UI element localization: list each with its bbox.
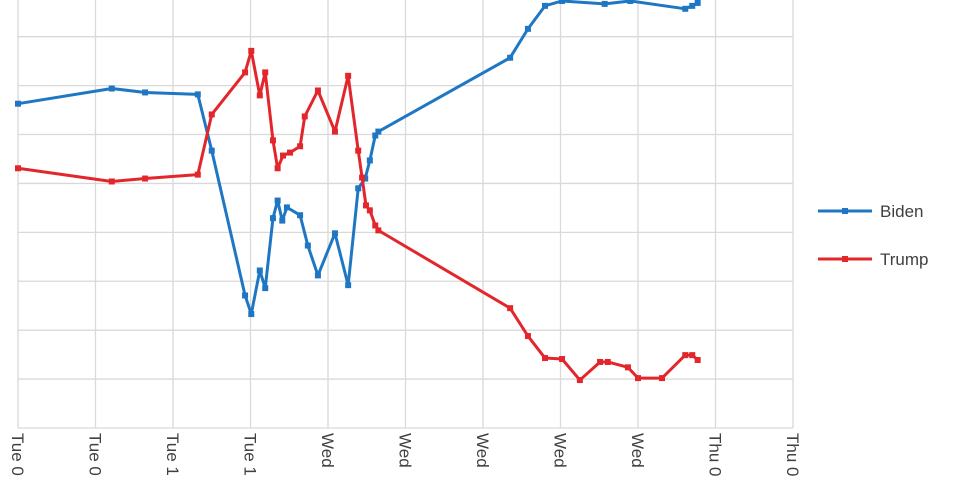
point-marker	[262, 69, 269, 76]
x-tick-label: Tue 1	[163, 433, 182, 476]
point-marker	[366, 207, 373, 214]
point-marker	[248, 311, 255, 318]
point-marker	[208, 147, 215, 154]
point-marker	[274, 165, 281, 172]
point-marker	[269, 137, 276, 144]
point-marker	[559, 0, 566, 4]
point-marker	[375, 227, 382, 234]
x-tick-label: Wed	[318, 433, 337, 468]
point-marker	[331, 230, 338, 237]
point-marker	[297, 143, 304, 150]
point-marker	[355, 185, 362, 192]
point-marker	[331, 128, 338, 135]
x-tick-label: Thu 0	[783, 433, 802, 476]
legend-marker	[842, 208, 848, 214]
point-marker	[366, 157, 373, 164]
point-marker	[524, 25, 531, 32]
point-marker	[362, 175, 369, 182]
legend-label: Trump	[880, 250, 929, 269]
point-marker	[359, 174, 366, 181]
x-tick-label: Wed	[551, 433, 570, 468]
point-marker	[314, 87, 321, 94]
point-marker	[108, 85, 115, 92]
point-marker	[287, 149, 294, 156]
point-marker	[208, 111, 215, 118]
legend-marker	[842, 256, 848, 262]
point-marker	[694, 0, 701, 6]
point-marker	[283, 204, 290, 211]
point-marker	[542, 2, 548, 9]
point-marker	[256, 92, 263, 99]
x-tick-label: Wed	[628, 433, 647, 468]
point-marker	[314, 272, 321, 279]
point-marker	[355, 147, 362, 154]
point-marker	[256, 267, 263, 274]
point-marker	[694, 357, 701, 364]
legend-label: Biden	[880, 202, 923, 221]
x-tick-label: Thu 0	[706, 433, 725, 476]
point-marker	[362, 202, 369, 209]
point-marker	[280, 152, 287, 159]
point-marker	[142, 89, 149, 96]
point-marker	[682, 5, 689, 12]
point-marker	[297, 212, 304, 219]
point-marker	[15, 165, 21, 172]
point-marker	[194, 171, 201, 178]
point-marker	[301, 113, 308, 120]
point-marker	[559, 356, 566, 363]
point-marker	[372, 222, 379, 229]
point-marker	[242, 69, 249, 76]
point-marker	[274, 197, 281, 204]
point-marker	[635, 375, 641, 382]
point-marker	[142, 175, 149, 182]
point-marker	[248, 47, 255, 54]
point-marker	[108, 178, 115, 185]
point-marker	[345, 282, 352, 289]
point-marker	[689, 2, 696, 9]
point-marker	[576, 377, 583, 384]
point-marker	[372, 132, 379, 139]
point-marker	[269, 215, 276, 222]
point-marker	[507, 305, 514, 312]
point-marker	[627, 0, 634, 4]
point-marker	[262, 285, 269, 292]
point-marker	[597, 358, 604, 365]
x-tick-label: Tue 0	[8, 433, 27, 476]
point-marker	[15, 100, 21, 107]
point-marker	[682, 352, 689, 359]
x-tick-label: Tue 0	[86, 433, 105, 476]
point-marker	[242, 292, 249, 299]
point-marker	[524, 333, 531, 340]
x-tick-label: Tue 1	[241, 433, 260, 476]
point-marker	[542, 355, 548, 362]
point-marker	[601, 0, 608, 7]
point-marker	[375, 128, 382, 135]
point-marker	[345, 72, 352, 79]
point-marker	[689, 352, 696, 359]
point-marker	[194, 91, 201, 98]
x-tick-label: Wed	[396, 433, 415, 468]
x-tick-label: Wed	[473, 433, 492, 468]
point-marker	[279, 217, 286, 224]
point-marker	[659, 375, 666, 382]
point-marker	[304, 242, 311, 249]
point-marker	[624, 364, 631, 371]
point-marker	[507, 54, 514, 61]
point-marker	[604, 358, 611, 365]
